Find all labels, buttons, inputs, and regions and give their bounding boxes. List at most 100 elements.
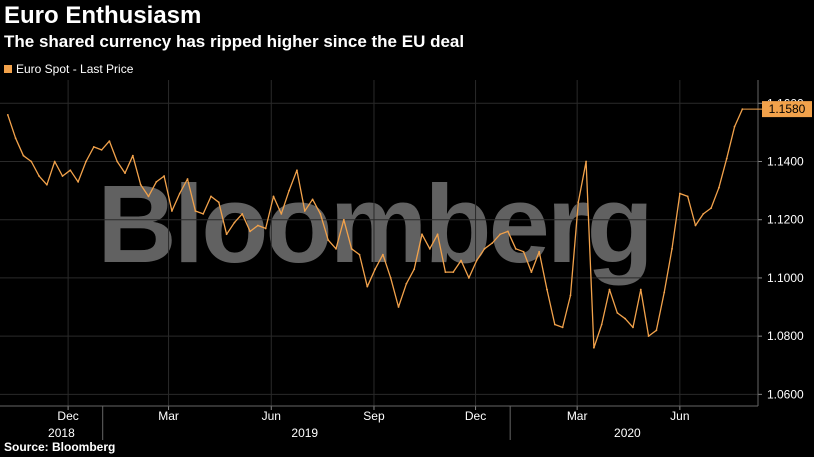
data-point [147, 195, 150, 198]
data-point [710, 207, 713, 209]
data-point [491, 242, 494, 244]
data-point [522, 250, 525, 253]
data-point [718, 186, 720, 189]
data-point [507, 230, 509, 233]
data-point [686, 195, 689, 198]
year-label: 2018 [48, 426, 75, 440]
data-point [694, 224, 697, 227]
data-point [256, 224, 259, 227]
data-point [725, 157, 728, 160]
data-point [124, 172, 126, 175]
chart-subtitle: The shared currency has ripped higher si… [4, 32, 465, 51]
last-value-label: 1.1580 [769, 102, 806, 116]
data-point [546, 288, 548, 291]
data-point [327, 239, 330, 241]
data-point [280, 212, 283, 215]
data-point [22, 154, 25, 157]
source-note: Source: Bloomberg [4, 440, 116, 454]
data-point [92, 146, 95, 148]
data-point [202, 212, 205, 215]
data-point [358, 253, 361, 256]
data-point [421, 233, 423, 236]
data-point [569, 294, 572, 297]
data-point [663, 291, 666, 294]
data-point [460, 259, 462, 262]
data-point [6, 114, 9, 116]
data-point [467, 277, 470, 279]
data-point [577, 201, 580, 204]
data-point [366, 285, 369, 288]
y-tick-label: 1.1400 [767, 155, 804, 169]
data-point [272, 195, 275, 198]
data-point [210, 195, 212, 198]
data-point [155, 180, 158, 183]
data-point [733, 125, 736, 128]
data-point [678, 192, 681, 195]
data-point [178, 192, 181, 195]
data-point [374, 268, 376, 271]
data-point [499, 233, 502, 236]
data-point [600, 323, 603, 326]
data-point [30, 160, 33, 163]
data-point [116, 160, 119, 163]
data-point [77, 180, 80, 183]
data-point [616, 311, 619, 314]
chart-title: Euro Enthusiasm [4, 2, 202, 29]
data-point [45, 183, 48, 186]
last-value-badge [762, 101, 812, 118]
data-point [428, 247, 431, 250]
data-point [538, 250, 541, 253]
data-point [303, 210, 306, 212]
data-point [608, 288, 611, 291]
data-point [225, 233, 228, 236]
data-point [85, 160, 87, 163]
x-tick-label: Dec [57, 409, 78, 423]
data-point [514, 247, 517, 250]
data-point [335, 247, 337, 250]
data-point [671, 247, 673, 250]
x-tick-label: Sep [363, 409, 385, 423]
data-point [194, 210, 197, 212]
data-point [319, 212, 322, 215]
data-point [264, 227, 267, 230]
year-label: 2019 [291, 426, 318, 440]
data-point [561, 326, 564, 329]
x-tick-label: Jun [262, 409, 281, 423]
data-point [288, 189, 291, 192]
data-point [592, 346, 595, 349]
data-point [655, 329, 658, 332]
data-point [241, 212, 244, 215]
data-point [624, 317, 627, 320]
data-point [186, 178, 189, 180]
data-point [530, 271, 533, 274]
data-point [249, 230, 251, 233]
data-point [233, 221, 236, 224]
data-point [382, 253, 384, 256]
data-point [38, 175, 40, 177]
data-point [452, 271, 455, 274]
data-point [350, 247, 353, 250]
data-point [14, 137, 17, 140]
data-point [413, 268, 416, 271]
data-point [171, 210, 173, 212]
legend: Euro Spot - Last Price [4, 62, 133, 76]
data-point [444, 271, 447, 274]
data-point [436, 233, 439, 236]
y-tick-label: 1.0600 [767, 387, 804, 401]
data-point [53, 160, 56, 163]
data-point [217, 201, 220, 204]
data-point [61, 175, 64, 177]
data-point [405, 282, 408, 285]
watermark: Bloomberg [97, 163, 651, 286]
data-point [483, 247, 486, 250]
y-tick-label: 1.0800 [767, 329, 804, 343]
x-tick-label: Mar [567, 409, 588, 423]
data-point [311, 198, 314, 201]
legend-swatch [4, 65, 12, 73]
data-point [585, 160, 587, 163]
data-point [69, 169, 72, 172]
data-point [475, 259, 478, 262]
data-point [100, 148, 103, 151]
x-tick-label: Mar [158, 409, 179, 423]
